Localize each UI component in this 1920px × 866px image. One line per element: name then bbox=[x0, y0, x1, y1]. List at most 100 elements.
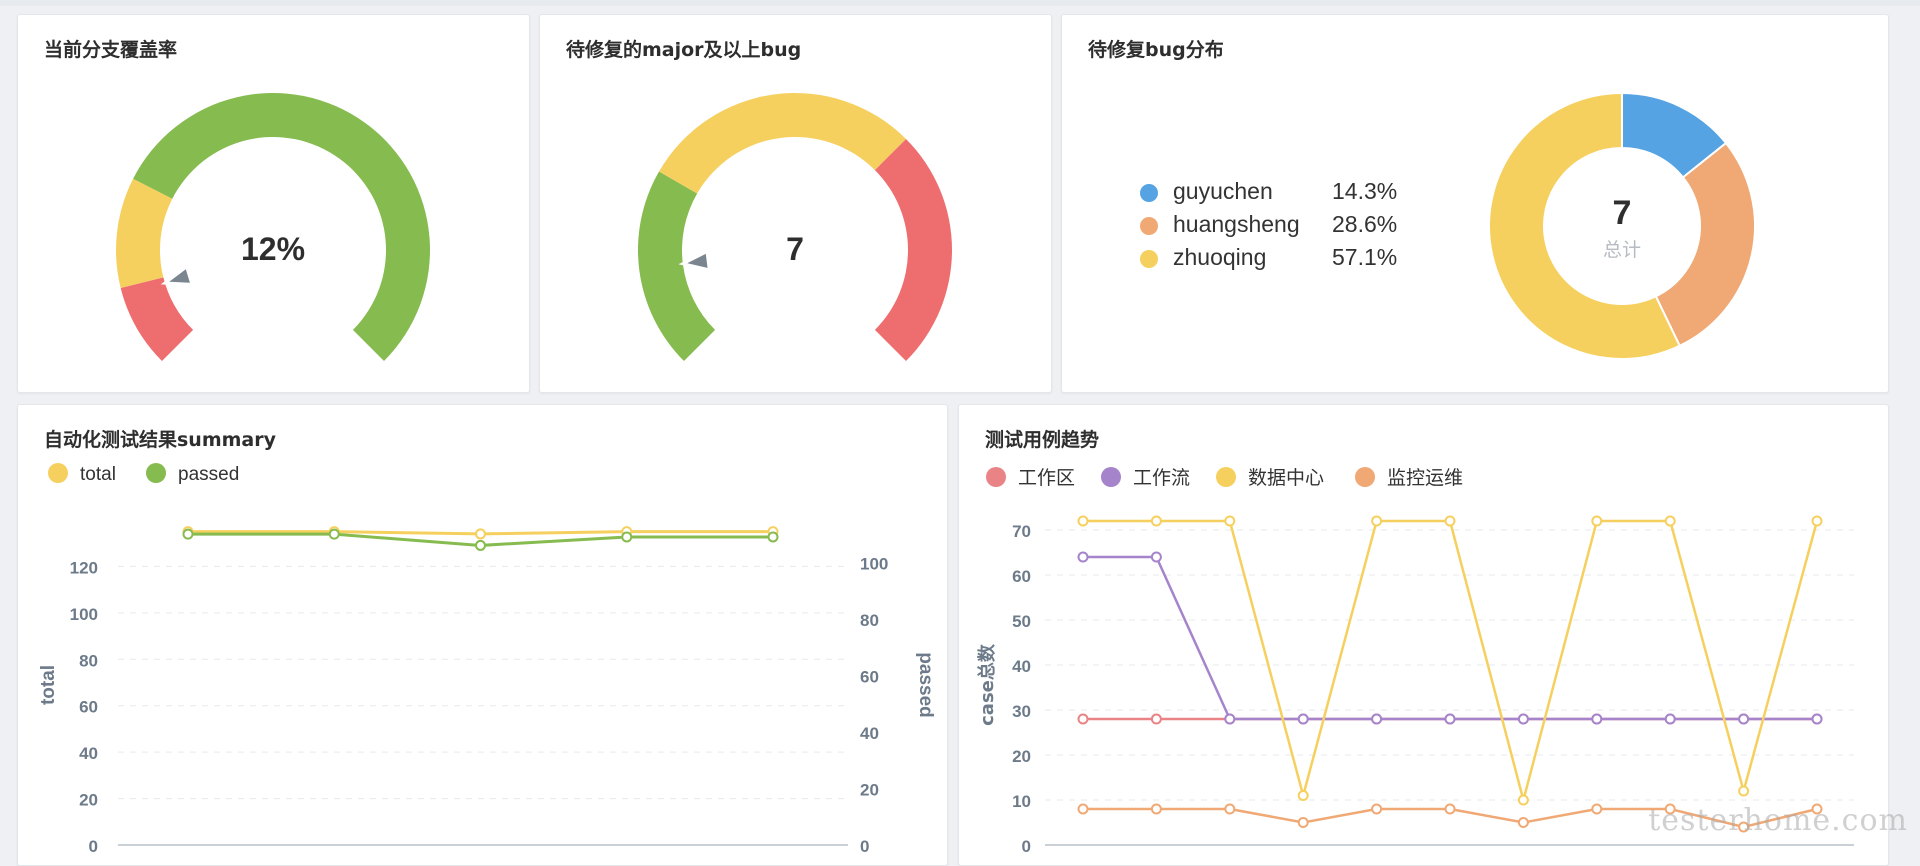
data-point bbox=[1297, 713, 1309, 725]
legend-name: 监控运维 bbox=[1387, 468, 1464, 489]
data-point bbox=[1444, 515, 1456, 527]
data-point bbox=[767, 531, 779, 543]
data-point bbox=[182, 528, 194, 540]
card-title: 自动化测试结果summary bbox=[44, 429, 277, 451]
donut-slice bbox=[1488, 91, 1682, 360]
left-tick-label: 120 bbox=[70, 558, 98, 577]
y-tick-label: 0 bbox=[1022, 837, 1031, 856]
gauge-band bbox=[659, 92, 907, 194]
data-point bbox=[621, 531, 633, 543]
legend-item-1[interactable]: huangsheng 28.6% bbox=[1140, 211, 1440, 239]
left-tick-label: 60 bbox=[79, 698, 98, 717]
legend-name: 工作区 bbox=[1018, 468, 1076, 489]
right-tick-label: 80 bbox=[860, 611, 879, 630]
data-point bbox=[1371, 515, 1383, 527]
legend-dot bbox=[146, 463, 166, 483]
left-tick-label: 0 bbox=[89, 837, 98, 856]
left-tick-label: 20 bbox=[79, 791, 98, 810]
right-axis-label: passed bbox=[915, 652, 936, 717]
data-point bbox=[1738, 821, 1750, 833]
legend-item-3[interactable]: 监控运维 bbox=[1355, 463, 1464, 489]
data-point bbox=[1077, 713, 1089, 725]
gauge-pointer bbox=[160, 264, 195, 286]
donut-center-value: 7 bbox=[1613, 194, 1632, 232]
gauge-pointer bbox=[678, 249, 712, 272]
data-point bbox=[1077, 551, 1089, 563]
legend-dot bbox=[1216, 467, 1236, 487]
data-point bbox=[1150, 551, 1162, 563]
data-point bbox=[1150, 713, 1162, 725]
data-point bbox=[1371, 713, 1383, 725]
y-tick-label: 50 bbox=[1012, 612, 1031, 631]
card-title: 待修复的major及以上bug bbox=[566, 39, 802, 61]
gauge-band bbox=[116, 178, 173, 288]
legend-item-0[interactable]: 工作区 bbox=[986, 463, 1076, 489]
y-tick-label: 40 bbox=[1012, 657, 1031, 676]
major-bug-gauge: 7 bbox=[638, 92, 952, 362]
data-point bbox=[1077, 515, 1089, 527]
donut-center-label: 总计 bbox=[1603, 239, 1641, 261]
bug-distribution-card: 待修复bug分布 guyuchen 14.3% huangsheng 28.6% zhu… bbox=[1061, 14, 1889, 393]
case-trend-line-chart: 0 10 20 30 40 50 60 70 case总数 bbox=[976, 515, 1854, 856]
data-point bbox=[1811, 713, 1823, 725]
y-tick-label: 20 bbox=[1012, 747, 1031, 766]
case-trend-card: 测试用例趋势 工作区 工作流 数据中心 监控运维 0 10 20 30 40 50 60 70 cas… bbox=[958, 404, 1889, 866]
legend-dot bbox=[1355, 467, 1375, 487]
top-strip bbox=[0, 0, 1920, 6]
right-tick-label: 60 bbox=[860, 667, 879, 686]
data-point bbox=[1150, 515, 1162, 527]
data-point bbox=[1591, 713, 1603, 725]
data-point bbox=[1664, 515, 1676, 527]
gauge-band bbox=[133, 93, 430, 362]
gauge-band bbox=[874, 138, 952, 362]
gauge-value: 7 bbox=[786, 231, 804, 267]
legend-item-2[interactable]: zhuoqing 57.1% bbox=[1140, 244, 1440, 272]
right-tick-label: 20 bbox=[860, 780, 879, 799]
data-point bbox=[1591, 515, 1603, 527]
series-line-数据中心 bbox=[1083, 519, 1819, 805]
y-tick-label: 10 bbox=[1012, 792, 1031, 811]
y-tick-label: 70 bbox=[1012, 522, 1031, 541]
data-point bbox=[1444, 803, 1456, 815]
legend-name: zhuoqing bbox=[1173, 244, 1267, 270]
data-point bbox=[1077, 803, 1089, 815]
watermark: testerhome.com bbox=[1648, 803, 1908, 838]
legend-percent: 14.3% bbox=[1332, 178, 1398, 204]
data-point bbox=[1297, 817, 1309, 828]
left-axis-label: total bbox=[38, 665, 59, 705]
legend-name: passed bbox=[178, 464, 240, 485]
legend-dot bbox=[1101, 467, 1121, 487]
data-point bbox=[1150, 803, 1162, 815]
legend-name: guyuchen bbox=[1173, 178, 1273, 204]
card-title: 待修复bug分布 bbox=[1088, 39, 1224, 61]
right-tick-label: 0 bbox=[860, 837, 869, 856]
right-tick-label: 40 bbox=[860, 724, 879, 743]
automation-summary-card: 自动化测试结果summary total passed 0 20 40 60 80 100 1… bbox=[17, 404, 948, 866]
legend-dot bbox=[48, 463, 68, 483]
coverage-gauge-card: 当前分支覆盖率 12% bbox=[17, 14, 530, 393]
data-point bbox=[1517, 817, 1529, 828]
data-point bbox=[475, 539, 486, 551]
y-axis-label: case总数 bbox=[976, 643, 998, 726]
data-point bbox=[1224, 713, 1236, 725]
data-point bbox=[1591, 803, 1603, 815]
legend-dot bbox=[1140, 250, 1158, 268]
left-tick-label: 80 bbox=[79, 651, 98, 670]
data-point bbox=[1444, 713, 1456, 725]
coverage-gauge: 12% bbox=[116, 93, 430, 362]
legend-item-1[interactable]: passed bbox=[146, 463, 239, 487]
data-point bbox=[1738, 785, 1750, 797]
card-title: 当前分支覆盖率 bbox=[44, 39, 178, 61]
data-point bbox=[1664, 803, 1676, 815]
left-tick-label: 100 bbox=[70, 605, 98, 624]
data-point bbox=[1811, 803, 1823, 815]
y-tick-label: 60 bbox=[1012, 567, 1031, 586]
major-bug-gauge-card: 待修复的major及以上bug 7 bbox=[539, 14, 1052, 393]
legend-percent: 28.6% bbox=[1332, 211, 1398, 237]
legend-item-2[interactable]: 数据中心 bbox=[1216, 463, 1324, 489]
legend-item-0[interactable]: guyuchen 14.3% bbox=[1140, 178, 1440, 206]
legend-item-0[interactable]: total bbox=[48, 463, 116, 487]
data-point bbox=[1224, 515, 1236, 527]
series-line-工作流 bbox=[1083, 555, 1817, 721]
legend-item-1[interactable]: 工作流 bbox=[1101, 463, 1190, 489]
